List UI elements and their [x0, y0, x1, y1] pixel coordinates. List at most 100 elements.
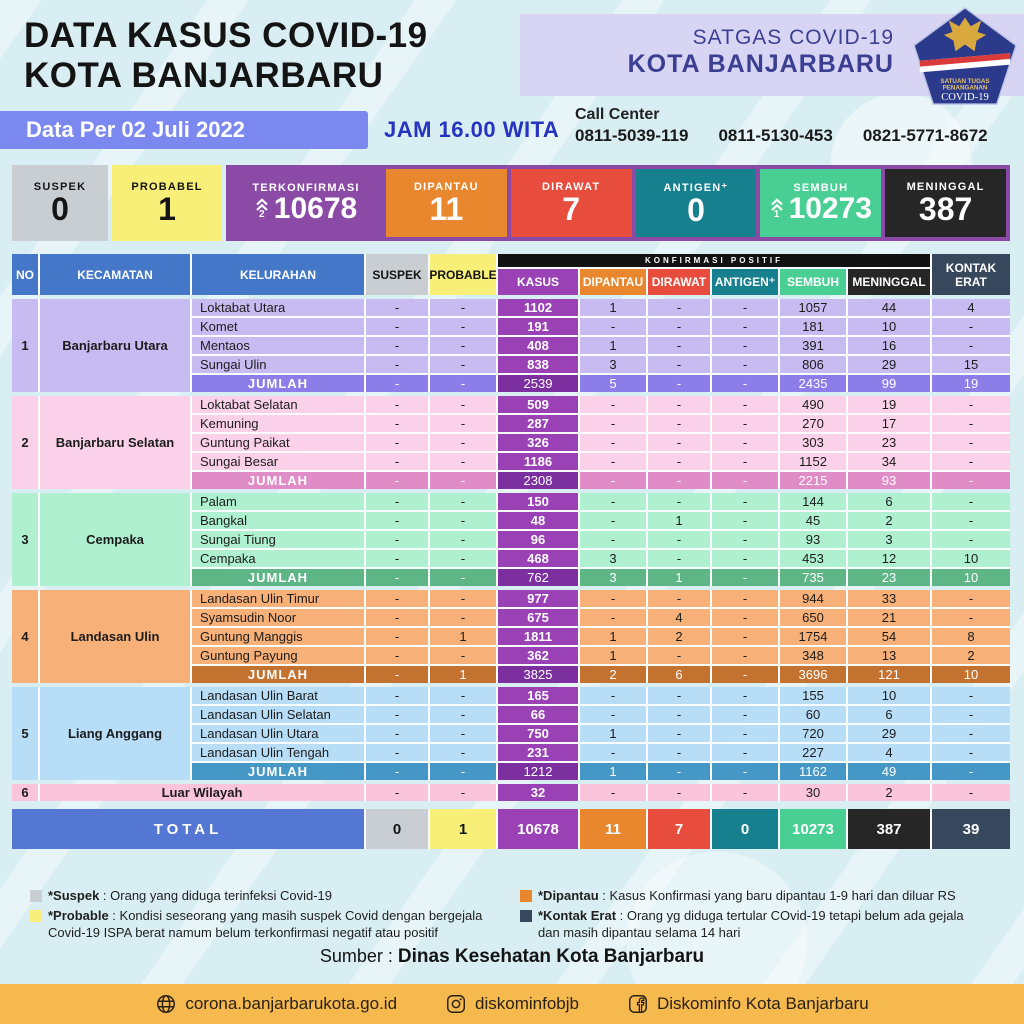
jumlah-value-cell: 99	[848, 375, 930, 392]
jumlah-value-cell: 2215	[780, 472, 846, 489]
value-cell: -	[648, 725, 710, 742]
double-chevron-up-icon	[256, 198, 268, 211]
kelurahan-cell: Landasan Ulin Selatan	[192, 706, 364, 723]
no-cell: 3	[12, 493, 38, 586]
value-cell: 231	[498, 744, 578, 761]
value-cell: -	[430, 337, 496, 354]
time-label: JAM 16.00 WITA	[384, 117, 560, 142]
satgas-line2: KOTA BANJARBARU	[627, 50, 894, 78]
value-cell: -	[430, 299, 496, 316]
kelurahan-cell: Guntung Manggis	[192, 628, 364, 645]
stat-card-dirawat: DIRAWAT 7	[510, 169, 632, 237]
kelurahan-cell: Sungai Tiung	[192, 531, 364, 548]
jumlah-value-cell: -	[366, 763, 428, 780]
value-cell: 1811	[498, 628, 578, 645]
total-sembuh: 10273	[780, 809, 846, 849]
value-cell: -	[580, 415, 646, 432]
value-cell: -	[712, 299, 778, 316]
satgas-title: SATGAS COVID-19 KOTA BANJARBARU	[628, 26, 894, 79]
header-kasus: KASUS	[498, 269, 578, 295]
value-cell: 720	[780, 725, 846, 742]
value-cell: 15	[932, 356, 1010, 373]
total-row: TOTAL 0 1 10678 11 7 0 10273 387 39	[12, 809, 1010, 849]
stat-label: DIPANTAU	[413, 181, 479, 193]
stat-label: MENINGGAL	[906, 181, 985, 193]
jumlah-value-cell: -	[430, 569, 496, 586]
value-cell: 191	[498, 318, 578, 335]
kecamatan-group: 1 Banjarbaru Utara Loktabat Utara - -1102 1- -…	[12, 299, 1010, 392]
value-cell: 54	[848, 628, 930, 645]
value-cell: -	[648, 356, 710, 373]
value-cell: 19	[848, 396, 930, 413]
value-cell: -	[580, 706, 646, 723]
value-cell: -	[366, 628, 428, 645]
value-cell: -	[932, 725, 1010, 742]
kelurahan-cell: Kemuning	[192, 415, 364, 432]
jumlah-value-cell: -	[430, 472, 496, 489]
value-cell: -	[430, 687, 496, 704]
header-probable: PROBABLE	[429, 254, 497, 295]
kecamatan-group: 5 Liang Anggang Landasan Ulin Barat - -165- -…	[12, 687, 1010, 780]
total-label: TOTAL	[12, 809, 364, 849]
value-cell: 362	[498, 647, 578, 664]
header-dipantau: DIPANTAU	[580, 269, 646, 295]
value-cell: -	[430, 550, 496, 567]
value-cell: 33	[848, 590, 930, 607]
footnotes: *Suspek : Orang yang diduga terinfeksi C…	[30, 888, 1010, 945]
jumlah-value-cell: -	[712, 472, 778, 489]
value-cell: -	[580, 434, 646, 451]
stat-card-probabel: PROBABEL 1	[112, 165, 222, 241]
stat-value: 11	[429, 191, 464, 227]
value-cell: -	[366, 550, 428, 567]
value-cell: -	[580, 590, 646, 607]
value-cell: -	[712, 687, 778, 704]
header-antigen: ANTIGEN⁺	[712, 269, 778, 295]
double-chevron-up-icon	[770, 198, 783, 211]
increase-indicator: 2	[255, 198, 269, 220]
jumlah-value-cell: -	[648, 375, 710, 392]
value-cell: 29	[848, 356, 930, 373]
value-cell: -	[648, 590, 710, 607]
jumlah-value-cell: 2	[580, 666, 646, 683]
value-cell: -	[712, 590, 778, 607]
value-cell: -	[712, 744, 778, 761]
value-cell: 155	[780, 687, 846, 704]
value-cell: -	[648, 687, 710, 704]
kelurahan-cell: Syamsudin Noor	[192, 609, 364, 626]
value-cell: -	[580, 318, 646, 335]
value-cell: 12	[848, 550, 930, 567]
value-cell: 227	[780, 744, 846, 761]
value-cell: 150	[498, 493, 578, 510]
instagram-icon	[447, 995, 466, 1013]
value-cell: 1152	[780, 453, 846, 470]
logo-text-mid: PENANGANAN	[943, 85, 988, 92]
value-cell: -	[932, 590, 1010, 607]
jumlah-value-cell: -	[366, 569, 428, 586]
value-cell: 408	[498, 337, 578, 354]
stat-value: 7	[562, 191, 581, 227]
value-cell: 509	[498, 396, 578, 413]
value-cell: -	[712, 512, 778, 529]
stat-value: 0	[687, 191, 705, 228]
value-cell: -	[430, 784, 496, 801]
value-cell: 838	[498, 356, 578, 373]
stat-card-dipantau: DIPANTAU 11	[386, 169, 507, 237]
stat-label: SUSPEK	[33, 181, 87, 193]
value-cell: 2	[648, 628, 710, 645]
value-cell: 468	[498, 550, 578, 567]
value-cell: -	[430, 706, 496, 723]
value-cell: 806	[780, 356, 846, 373]
total-kasus: 10678	[498, 809, 578, 849]
value-cell: 303	[780, 434, 846, 451]
value-cell: -	[366, 434, 428, 451]
jumlah-value-cell: -	[712, 763, 778, 780]
header-dirawat: DIRAWAT	[648, 269, 710, 295]
value-cell: -	[366, 453, 428, 470]
no-cell: 1	[12, 299, 38, 392]
value-cell: 1	[580, 299, 646, 316]
kelurahan-cell: Landasan Ulin Barat	[192, 687, 364, 704]
value-cell: 348	[780, 647, 846, 664]
value-cell: 21	[848, 609, 930, 626]
value-cell: 6	[848, 706, 930, 723]
kecamatan-group: 3 Cempaka Palam - -150- - -144 6- Bangkal - -48-1-…	[12, 493, 1010, 586]
